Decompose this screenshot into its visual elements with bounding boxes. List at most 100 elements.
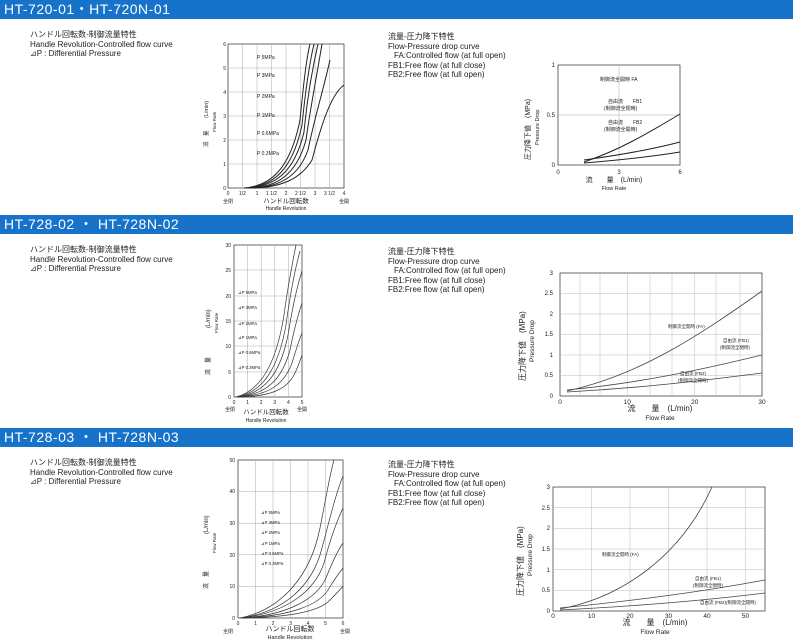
curve-fb1 <box>559 579 766 609</box>
handle-revolution-chart: P 5MPa P 3MPa P 2MPa P 1MPa P 0.6MPa P 0… <box>202 42 349 212</box>
curve-06mpa <box>251 59 331 189</box>
curve-03mpa <box>244 585 344 619</box>
annotation-fb2: 自由流 (FB2)(制御流全開時) <box>700 599 756 606</box>
annotation-fb1-note: (制御流全閉時) <box>604 105 638 112</box>
annotation-fa: 制御流全開時 (FA) <box>602 551 639 558</box>
y-tick: 10 <box>229 584 235 590</box>
y-tick: 2 <box>550 312 554 318</box>
handle-chart-caption: ハンドル回転数-制御流量特性 Handle Revolution-Control… <box>30 458 173 487</box>
x-axis-label-en: Handle Revolution <box>268 635 313 641</box>
section-3-charts: ⊿P 5MPa ⊿P 3MPa ⊿P 2MPa ⊿P 1MPa ⊿P 0.6MP… <box>202 458 766 641</box>
x-tick: 50 <box>742 613 750 620</box>
x-tick: 3 <box>289 621 292 627</box>
curve-2mpa <box>247 43 319 189</box>
curve-fb1 <box>583 141 681 161</box>
curve-2mpa <box>241 507 344 619</box>
y-tick: 15 <box>225 319 231 325</box>
y-axis-label-en: Flow Rate <box>212 532 217 553</box>
caption-fa: FA:Controlled flow (at full open) <box>394 51 506 60</box>
curve-fb2 <box>559 592 766 611</box>
x-end-label: 全開 <box>340 628 350 635</box>
caption-jp: ハンドル回転数-制御流量特性 <box>30 245 137 254</box>
x-tick: 3 <box>314 191 317 197</box>
curve-06mpa <box>243 567 344 619</box>
x-tick: 10 <box>624 399 632 406</box>
caption-fb2: FB2:Free flow (at full open) <box>388 498 485 507</box>
x-tick: 0 <box>558 399 562 406</box>
x-tick: 5 <box>301 400 304 406</box>
y-tick: 40 <box>229 489 235 495</box>
caption-dp: ⊿P : Differential Pressure <box>30 264 121 273</box>
y-tick: 20 <box>229 553 235 559</box>
x-tick: 3 1/2 <box>324 191 335 197</box>
y-tick: 0 <box>550 394 554 400</box>
x-tick: 1 1/2 <box>266 191 277 197</box>
caption-jp: ハンドル回転数-制御流量特性 <box>30 30 137 39</box>
y-tick: 0 <box>552 163 556 169</box>
x-tick: 10 <box>588 613 596 620</box>
drop-chart-caption: 流量-圧力降下特性 Flow-Pressure drop curve FA:Co… <box>388 32 506 80</box>
pressure-label: ⊿P 5MPa <box>261 510 280 515</box>
curve-fb2 <box>566 372 763 393</box>
section-ht-728-02: HT-728-02 ・ HT-728N-02 ハンドル回転数-制御流量特性 Ha… <box>0 215 793 424</box>
curve-3mpa <box>236 250 301 398</box>
x-axis-label-en: Flow Rate <box>640 629 670 636</box>
y-axis-label-en: Flow Rate <box>212 111 217 132</box>
x-tick: 2 1/2 <box>295 191 306 197</box>
pressure-drop-chart: 制御流全開時 (FA) 自由流 (FB1) (制御流全閉時) 自由流 (FB2)… <box>515 485 766 636</box>
caption-en: Flow-Pressure drop curve <box>388 256 480 266</box>
y-axis-label-en: Pressure Drop <box>527 534 534 576</box>
y-tick: 10 <box>225 344 231 350</box>
x-axis-label-jp: 流 量 (L/min) <box>623 617 688 627</box>
section-ht-728-03: HT-728-03 ・ HT-728N-03 ハンドル回転数-制御流量特性 Ha… <box>0 428 793 641</box>
y-tick: 1 <box>223 162 226 168</box>
y-tick: 5 <box>228 370 231 376</box>
x-tick: 5 <box>324 621 327 627</box>
section-title: HT-728-02 ・ HT-728N-02 <box>0 215 793 234</box>
caption-fa: FA:Controlled flow (at full open) <box>394 479 506 488</box>
section-title: HT-728-03 ・ HT-728N-03 <box>0 428 793 447</box>
x-tick: 1/2 <box>239 191 246 197</box>
pressure-drop-chart: 制御流全開時 (FA) 自由流 (FB1) (制御流全閉時) 自由流 (FB2)… <box>517 271 766 422</box>
annotation-fb1: 自由流 (FB1) <box>695 575 722 582</box>
y-tick: 0.5 <box>547 113 556 119</box>
caption-jp: 流量-圧力降下特性 <box>388 247 455 256</box>
y-tick: 1.5 <box>545 332 554 338</box>
y-tick: 20 <box>225 294 231 300</box>
pressure-label: ⊿P 2MPa <box>238 321 257 326</box>
curve-5mpa <box>235 244 297 398</box>
pressure-label: ⊿P 2MPa <box>261 530 280 535</box>
x-end-label: 全閉 <box>223 198 233 205</box>
curve-03mpa <box>240 354 303 398</box>
y-tick: 30 <box>225 243 231 249</box>
x-tick: 0 <box>233 400 236 406</box>
annotation-fb1: 自由流 FB1 <box>608 98 642 105</box>
y-tick: 2.5 <box>545 291 554 297</box>
x-axis-label-en: Flow Rate <box>645 415 675 422</box>
x-axis-label-en: Flow Rate <box>602 186 627 192</box>
x-tick: 4 <box>287 400 290 406</box>
y-axis-label-jp: 流 量 <box>202 571 210 589</box>
annotation-fa: 制御流全開時 FA <box>600 76 638 83</box>
curve-fb1 <box>566 354 763 391</box>
y-tick: 0.5 <box>542 588 551 594</box>
y-axis-label-unit: (L/min) <box>204 515 210 534</box>
x-end-label: 全開 <box>339 198 349 205</box>
x-tick: 0 <box>556 170 560 176</box>
caption-fb1: FB1:Free flow (at full close) <box>388 488 486 498</box>
pressure-label: ⊿P 1MPa <box>261 541 280 546</box>
y-tick: 4 <box>223 90 226 96</box>
pressure-label: ⊿P 0.3MPa <box>238 365 261 370</box>
annotation-fb2: 自由流 FB2 <box>608 119 642 126</box>
caption-fb2: FB2:Free flow (at full open) <box>388 285 485 294</box>
x-tick: 2 <box>260 400 263 406</box>
pressure-label: P 5MPa <box>257 55 275 61</box>
handle-revolution-chart: ⊿P 5MPa ⊿P 3MPa ⊿P 2MPa ⊿P 1MPa ⊿P 0.6MP… <box>202 458 350 641</box>
x-tick: 0 <box>237 621 240 627</box>
pressure-label: P 1MPa <box>257 113 275 119</box>
y-axis-label-en: Pressure Drop <box>529 320 536 362</box>
curve-5mpa <box>239 459 335 619</box>
pressure-label: P 0.6MPa <box>257 131 279 137</box>
curve-fa <box>559 486 713 610</box>
x-end-label: 全開 <box>297 406 307 413</box>
